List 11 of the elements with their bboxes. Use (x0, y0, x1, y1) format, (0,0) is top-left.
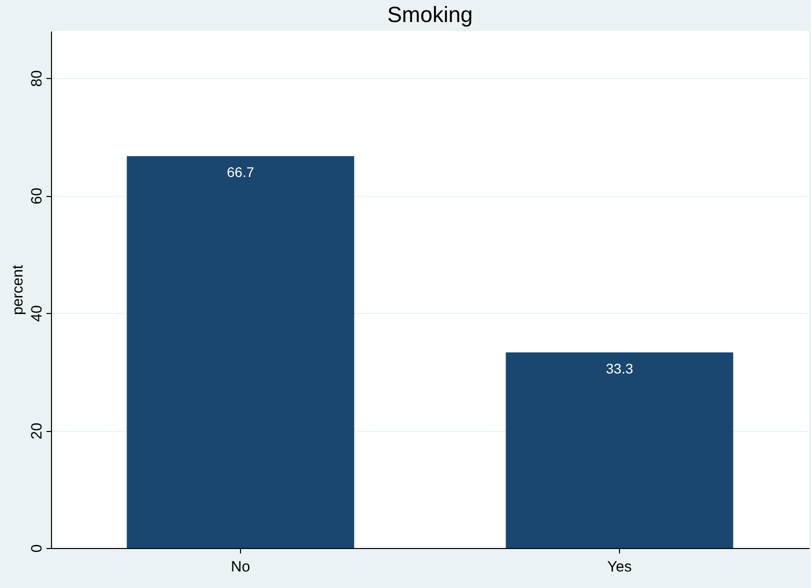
y-tick-label: 40 (28, 305, 46, 322)
y-axis-title: percent (10, 264, 26, 316)
y-tick-label: 0 (28, 544, 46, 553)
y-tick-label: 80 (28, 70, 46, 87)
chart-title: Smoking (387, 2, 473, 27)
y-tick-label: 20 (28, 422, 46, 440)
data-label: 66.7 (226, 164, 254, 180)
data-label: 33.3 (606, 360, 634, 376)
x-tick-label: Yes (607, 558, 632, 576)
x-tick-label: No (230, 558, 250, 576)
y-tick-label: 60 (28, 188, 46, 204)
